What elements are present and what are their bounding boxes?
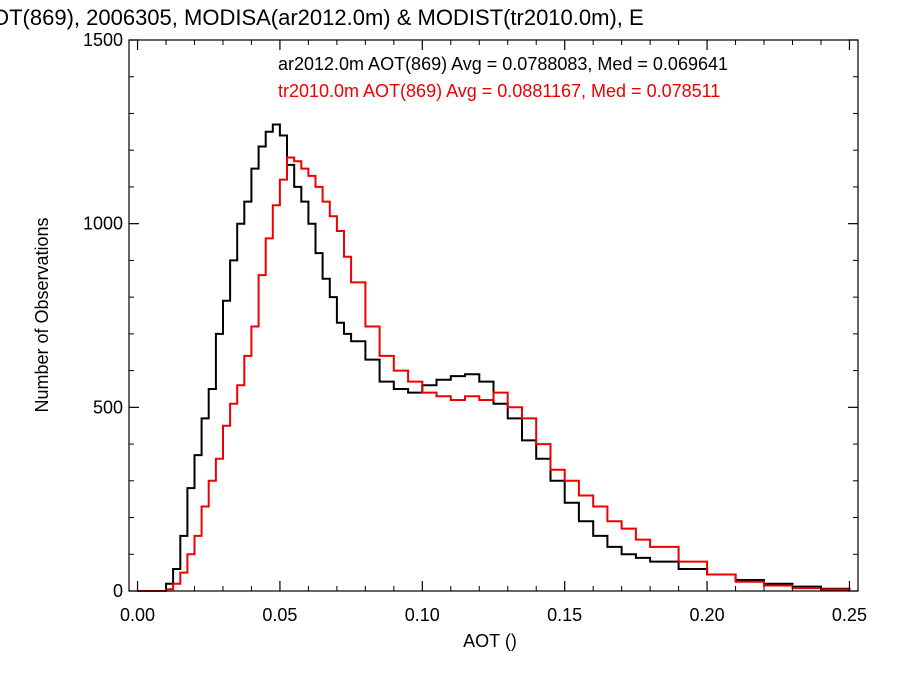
- ticks-layer: 0.00 0.05 0.10 0.15 0.20 0.25 0 500 1000 1500: [83, 30, 867, 625]
- series-line-2: [137, 156, 851, 592]
- x-tick-label: 0.10: [405, 605, 440, 625]
- x-tick-label: 0.15: [547, 605, 582, 625]
- y-tick-label: 0: [113, 581, 123, 601]
- y-tick-label: 500: [93, 397, 123, 417]
- x-tick-label: 0.05: [262, 605, 297, 625]
- x-tick-label: 0.00: [120, 605, 155, 625]
- chart-title: OT(869), 2006305, MODISA(ar2012.0m) & MO…: [0, 5, 644, 30]
- x-tick-label: 0.20: [690, 605, 725, 625]
- annotation-series-1: ar2012.0m AOT(869) Avg = 0.0788083, Med …: [278, 54, 728, 74]
- x-axis-label: AOT (): [463, 631, 517, 651]
- plot-area: 0.00 0.05 0.10 0.15 0.20 0.25 0 500 1000 1500: [83, 30, 867, 625]
- series-layer: [137, 123, 851, 592]
- y-tick-label: 1000: [83, 214, 123, 234]
- plot-frame: [128, 39, 859, 592]
- series-line-1: [137, 123, 851, 592]
- y-axis-label: Number of Observations: [32, 217, 52, 412]
- x-tick-label: 0.25: [832, 605, 867, 625]
- annotation-series-2: tr2010.0m AOT(869) Avg = 0.0881167, Med …: [278, 81, 720, 101]
- y-tick-label: 1500: [83, 30, 123, 50]
